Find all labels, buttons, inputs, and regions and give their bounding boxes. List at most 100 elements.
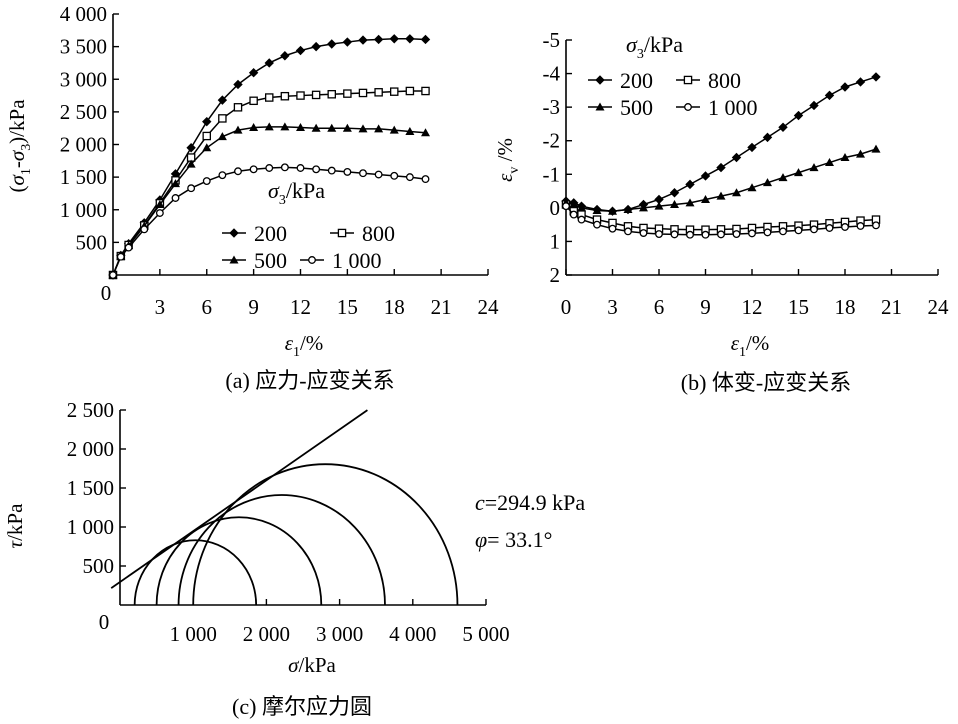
panel-a-y-tick-label: 2 500 <box>60 100 107 124</box>
panel-a-data-point <box>186 143 196 153</box>
panel-a-legend-label: 800 <box>362 221 395 246</box>
panel-a-data-point <box>280 122 290 131</box>
panel-b-legend-label: 800 <box>708 68 741 93</box>
panel-b-y-tick-label: 0 <box>550 196 561 220</box>
panel-a-data-point <box>358 88 368 98</box>
panel-a-data-point <box>343 89 352 98</box>
panel-b-data-point <box>825 158 834 167</box>
panel-b-data-point <box>716 191 726 200</box>
panel-a-legend-entry: 200 <box>222 221 287 246</box>
panel-b-data-point <box>778 173 788 182</box>
panel-b-data-point <box>779 227 787 236</box>
panel-b-data-point <box>717 230 725 239</box>
panel-b-legend-entry: 200 <box>588 68 653 93</box>
panel-b-data-point <box>639 229 648 237</box>
panel-a-data-point <box>327 123 337 132</box>
panel-b-data-point <box>778 122 788 132</box>
panel-c-y-axis-label: τ/kPa <box>3 503 27 549</box>
panel-a-data-point <box>296 123 305 132</box>
panel-a-data-point <box>233 125 243 134</box>
panel-b-data-point <box>569 210 578 219</box>
legend-marker <box>337 228 347 238</box>
panel-a-data-point <box>420 34 431 45</box>
panel-a-data-point <box>405 173 414 182</box>
panel-a-data-point <box>296 164 305 172</box>
panel-b-data-point <box>732 188 741 197</box>
panel-b-data-point <box>639 203 648 212</box>
panel-a-data-point <box>218 171 227 180</box>
panel-a-data-point <box>155 209 164 217</box>
panel-a-data-point <box>421 86 430 96</box>
panel-a-data-point <box>264 58 274 68</box>
panel-b-legend-title: σ3/kPa <box>626 32 683 62</box>
panel-a-y-axis-label: (σ1-σ3)/kPa <box>5 99 34 193</box>
panel-b-y-tick-label: -3 <box>543 95 561 119</box>
panel-a-legend-label: 1 000 <box>332 248 382 273</box>
panel-a-data-point <box>342 123 352 132</box>
panel-a-y-tick-label: 3 000 <box>60 67 107 91</box>
panel-b-legend-entry: 1 000 <box>676 95 758 120</box>
panel-c-x-tick-label: 1 000 <box>170 622 217 646</box>
panel-b-data-point <box>577 215 586 224</box>
panel-a-series-3 <box>109 163 430 279</box>
panel-b-data-point <box>810 225 818 234</box>
panel-a-x-tick-label: 6 <box>202 295 213 319</box>
panel-b-data-point <box>872 221 880 230</box>
panel-a-data-point <box>343 167 352 176</box>
panel-a-data-point <box>389 34 399 44</box>
panel-a-data-point <box>217 132 227 141</box>
panel-a-data-point <box>327 39 337 49</box>
panel-b-data-point <box>593 220 601 229</box>
panel-b-series-3 <box>562 202 880 239</box>
panel-a-legend-entry: 1 000 <box>300 248 382 273</box>
panel-b-data-point <box>824 90 835 101</box>
panel-a-data-point <box>124 243 133 252</box>
panel-a-y-tick-label: 4 000 <box>60 2 107 26</box>
panel-b-data-point <box>732 230 741 238</box>
panel-a-data-point <box>311 123 321 132</box>
panel-a-x-tick-label: 24 <box>478 295 500 319</box>
panel-a-data-point <box>358 35 368 45</box>
panel-b-legend: σ3/kPa 200 800 500 1 000 <box>588 32 758 120</box>
panel-a-data-point <box>202 116 212 127</box>
panel-a-data-point <box>389 87 399 96</box>
panel-a-data-point <box>249 96 258 106</box>
mohr-circle <box>155 516 323 606</box>
panel-b-data-point <box>577 203 586 212</box>
friction-angle-annotation: φ= 33.1° <box>475 527 552 552</box>
legend-marker <box>684 103 692 111</box>
panel-a-origin-label: 0 <box>101 281 112 305</box>
panel-a-data-point <box>374 124 384 133</box>
panel-a-data-point <box>217 95 228 105</box>
panel-a-data-point <box>296 91 305 100</box>
cohesion-annotation: c=294.9 kPa <box>475 490 585 515</box>
panel-a-data-point <box>389 125 399 134</box>
panel-a-data-point <box>311 90 321 100</box>
panel-a-x-tick-label: 3 <box>155 295 166 319</box>
panel-a-y-tick-label: 1 500 <box>60 165 107 189</box>
panel-c-x-tick-label: 5 000 <box>462 622 509 646</box>
panel-a-stress-strain: 0 500 1 000 1 500 2 000 2 500 3 000 3 500 4 000… <box>5 2 499 393</box>
panel-a-legend-label: 200 <box>254 221 287 246</box>
panel-c-y-tick-label: 500 <box>83 554 115 578</box>
panel-b-series-2 <box>561 144 881 215</box>
panel-b-data-point <box>562 202 570 211</box>
panel-b-x-axis-label: ε1/% <box>731 331 770 360</box>
panel-a-data-point <box>234 167 242 176</box>
panel-b-y-tick-label: 1 <box>550 229 561 253</box>
panel-a-data-point <box>171 179 180 188</box>
panel-c-x-tick-label: 4 000 <box>389 622 436 646</box>
panel-b-x-tick-label: 6 <box>654 295 665 319</box>
panel-a-data-point <box>218 114 227 123</box>
panel-b-legend-label: 500 <box>620 95 653 120</box>
panel-a-data-point <box>327 90 336 99</box>
panel-b-data-point <box>763 178 772 187</box>
panel-b-y-tick-label: -5 <box>543 28 561 52</box>
panel-a-data-point <box>187 184 196 193</box>
panel-a-data-point <box>155 200 165 209</box>
panel-a-data-point <box>233 79 243 90</box>
panel-b-data-point <box>840 82 850 92</box>
panel-c-annotations: c=294.9 kPa φ= 33.1° <box>475 490 585 552</box>
panel-a-x-tick-label: 12 <box>290 295 311 319</box>
legend-marker <box>683 75 693 85</box>
